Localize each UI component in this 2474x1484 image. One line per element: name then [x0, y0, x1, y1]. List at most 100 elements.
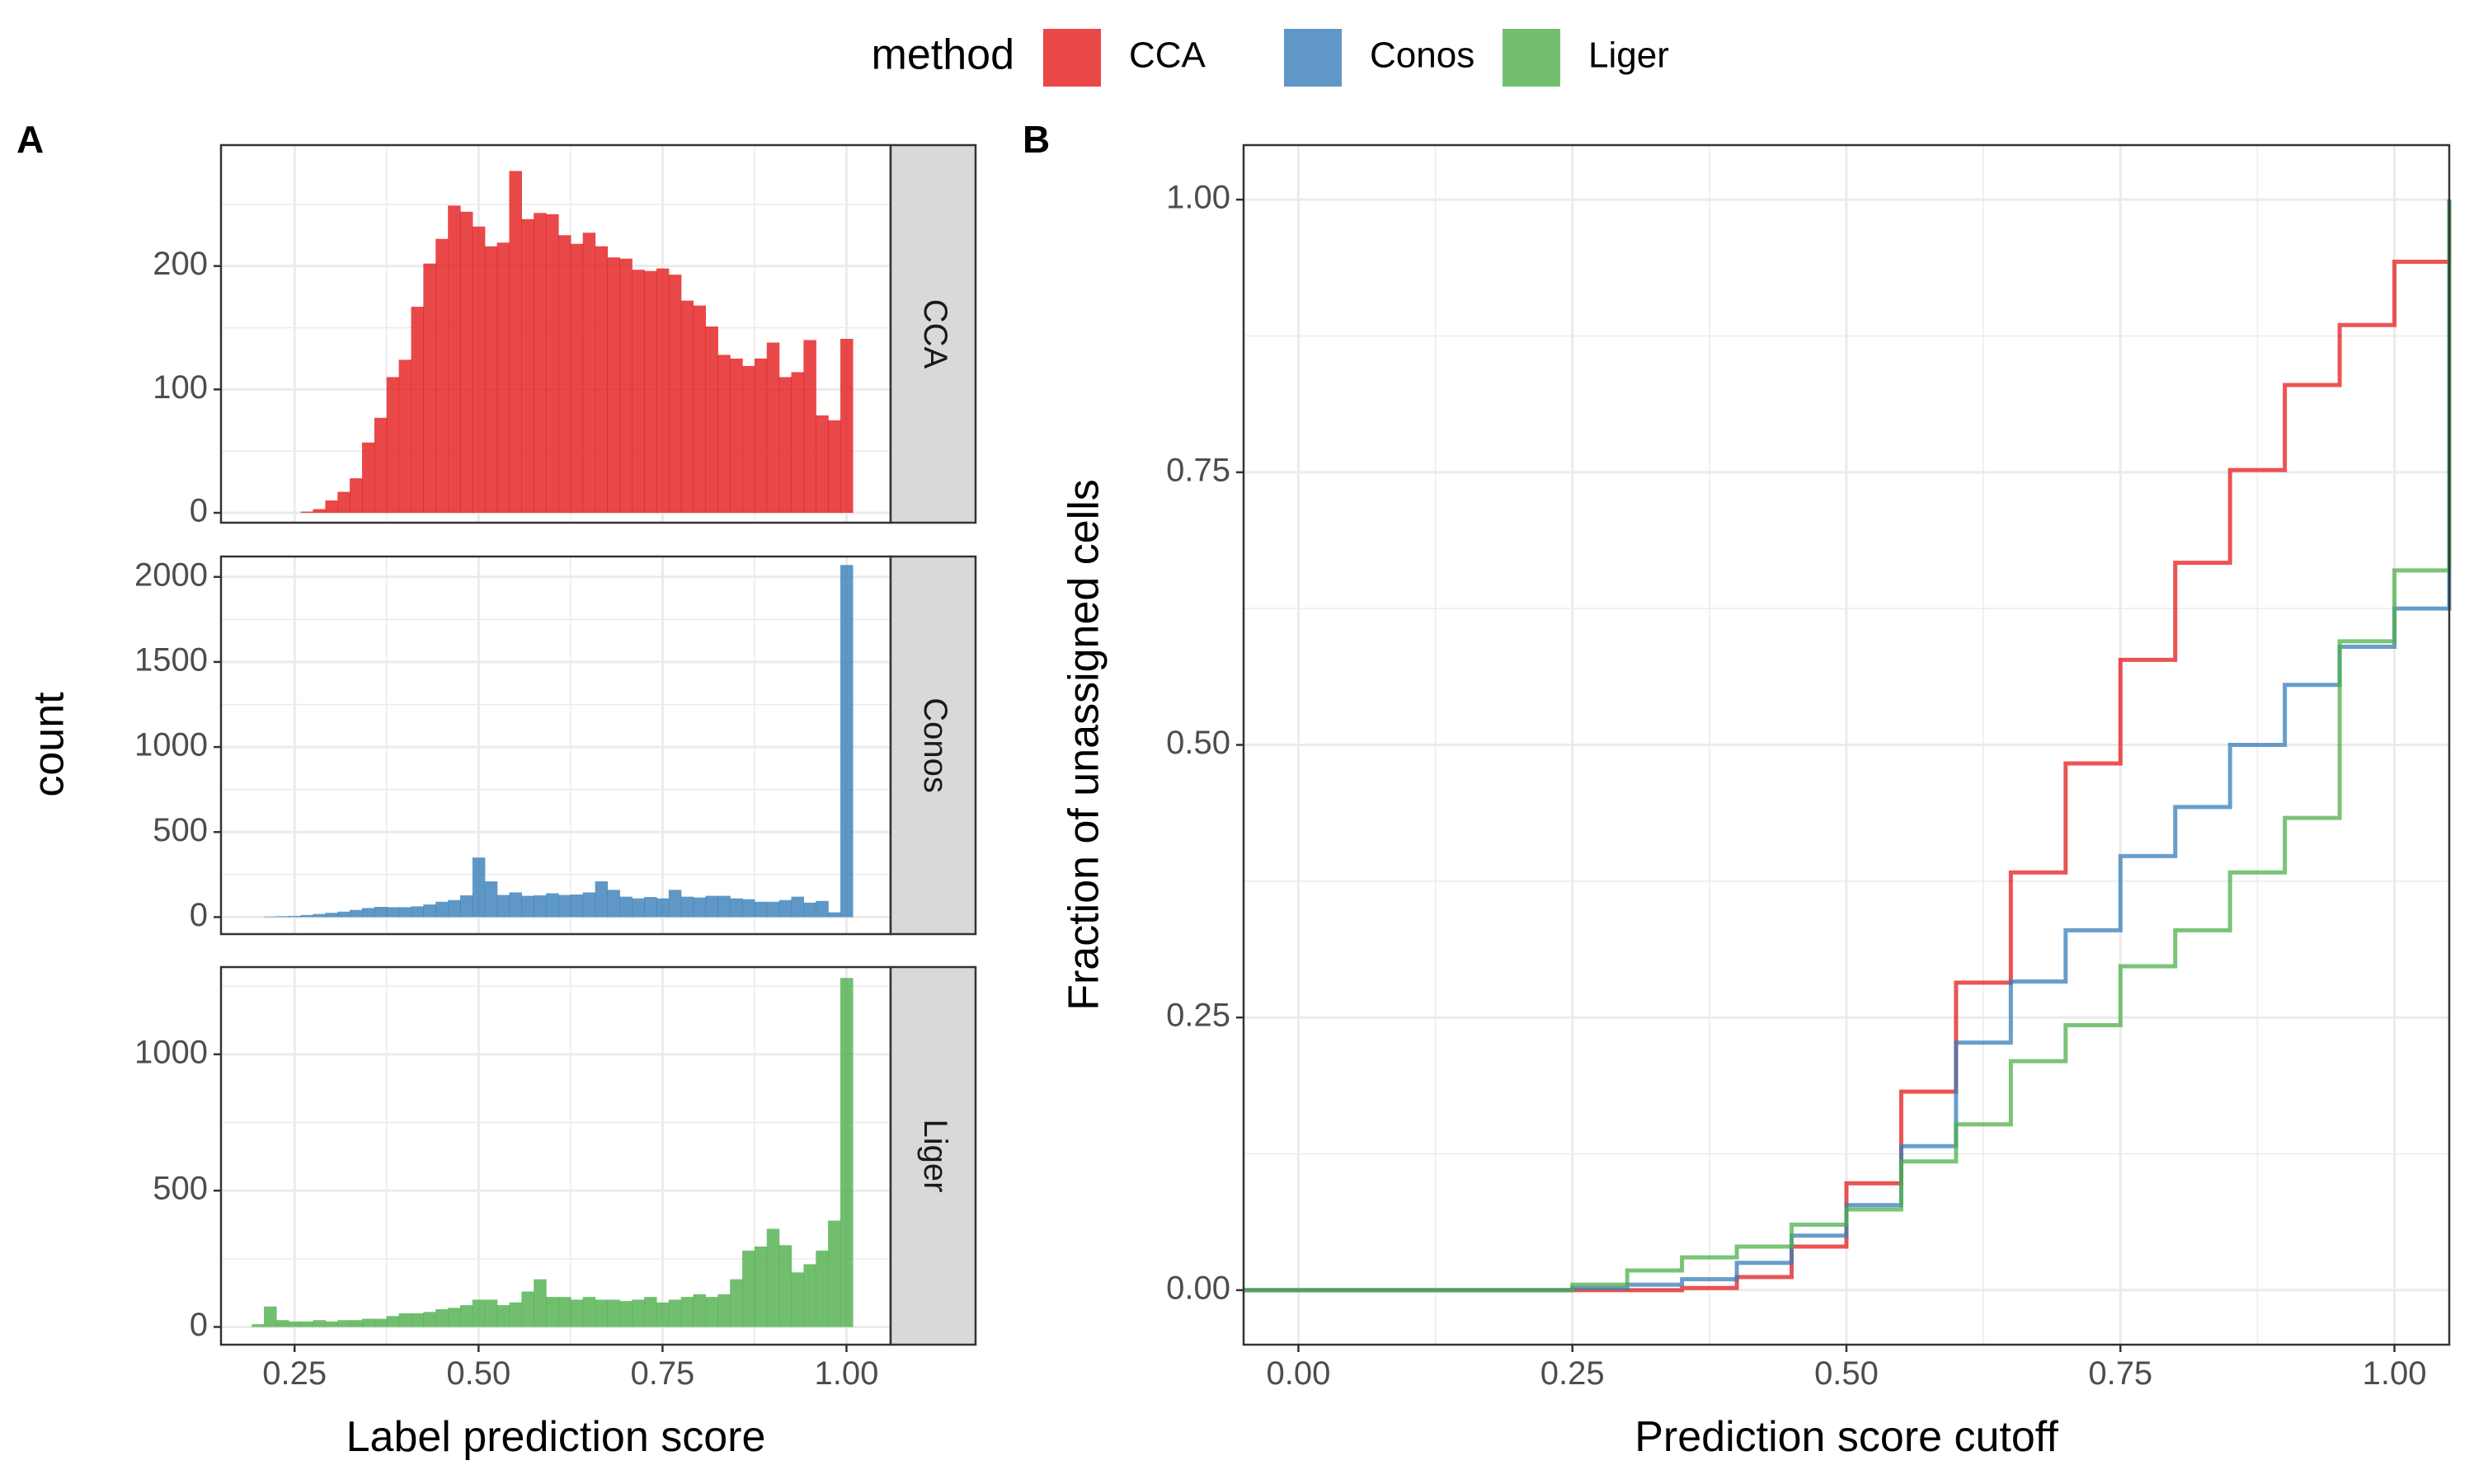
facet-strip: [889, 555, 977, 936]
histogram-bar: [472, 857, 486, 918]
histogram-bar: [557, 1297, 571, 1327]
legend: method CCA Conos Liger: [872, 29, 1669, 87]
legend-label-cca: CCA: [1129, 35, 1206, 76]
histogram-bar: [484, 881, 498, 918]
histogram-bar: [398, 907, 412, 918]
histogram-bar: [288, 1321, 302, 1327]
histogram-bar: [791, 372, 804, 514]
histogram-bar: [840, 978, 854, 1327]
histogram-bar: [337, 491, 350, 514]
histogram-bar: [816, 415, 829, 514]
facet-border: [219, 555, 892, 936]
histogram-bar: [656, 898, 670, 918]
histogram-bar: [632, 270, 645, 514]
histogram-bar: [337, 911, 350, 918]
histogram-bar: [803, 902, 816, 918]
histogram-bar: [448, 899, 461, 918]
x-tick-label: 0.75: [630, 1355, 694, 1392]
y-tick-label: 0.00: [1166, 1270, 1230, 1306]
histogram-bar: [546, 893, 559, 918]
histogram-bar: [582, 892, 596, 918]
y-axis-title: count: [26, 692, 73, 797]
histogram-bar: [656, 1302, 670, 1327]
histogram-bar: [730, 898, 743, 918]
x-axis-title: Prediction score cutoff: [1634, 1413, 2058, 1461]
y-tick-label: 2000: [134, 556, 208, 593]
legend-title: method: [872, 31, 1014, 79]
panel-b-label: B: [1023, 118, 1050, 161]
legend-key-cca: [1043, 29, 1101, 87]
x-axis-title: Label prediction score: [346, 1413, 766, 1461]
y-tick-label: 500: [153, 1171, 208, 1207]
series-line-cca: [1244, 200, 2452, 1293]
histogram-bar: [484, 1299, 498, 1327]
histogram-bar: [496, 1305, 510, 1327]
histogram-bar: [754, 901, 768, 918]
facet-strip-label: Liger: [917, 1120, 953, 1193]
histogram-bar: [423, 263, 436, 514]
y-tick-label: 1500: [134, 641, 208, 678]
facet-strip: [889, 143, 977, 524]
x-tick-label: 1.00: [2363, 1355, 2427, 1392]
histogram-bar: [668, 1299, 682, 1327]
histogram-bar: [619, 258, 633, 514]
histogram-bar: [386, 1316, 400, 1327]
histogram-bar: [680, 896, 694, 918]
histogram-bar: [509, 892, 522, 918]
histogram-bar: [803, 340, 816, 514]
histogram-bar: [791, 1272, 804, 1327]
histogram-bar: [398, 1313, 412, 1327]
histogram-bar: [325, 913, 338, 918]
x-tick-label: 0.25: [1540, 1355, 1605, 1392]
y-tick-label: 1000: [134, 1034, 208, 1070]
histogram-bar: [730, 358, 743, 514]
histogram-bar: [325, 1321, 338, 1327]
histogram-bar: [693, 897, 707, 918]
histogram-bar: [313, 913, 326, 918]
histogram-bar: [374, 417, 388, 514]
histogram-bar: [325, 500, 338, 514]
x-tick-label: 0.00: [1267, 1355, 1331, 1392]
histogram-bar: [717, 1294, 731, 1327]
y-tick-label: 200: [153, 246, 208, 282]
histogram-bar: [275, 1320, 289, 1327]
histogram-bar: [423, 904, 436, 918]
histogram-bar: [435, 1309, 449, 1327]
histogram-bar: [534, 213, 547, 514]
panel-b-step-curves: 0.00 0.25 0.50 0.75 1.00 0.00 0.25 0.50 0.75 1.00…: [1061, 143, 2452, 1461]
x-tick-label: 1.00: [815, 1355, 879, 1392]
histogram-bar: [288, 915, 302, 918]
histogram-bar: [632, 1299, 645, 1327]
histogram-bar: [766, 1228, 780, 1327]
histogram-bar: [607, 890, 620, 918]
y-tick-label: 100: [153, 369, 208, 406]
histogram-bar: [705, 326, 718, 514]
panel-a-histograms: CCA 0 100 200 Conos 0 500 1000 1500 2000 Liger 0 500…: [26, 143, 977, 1461]
y-tick-label: 500: [153, 812, 208, 848]
histogram-bar: [778, 899, 793, 918]
histogram-bar: [730, 1279, 743, 1327]
x-tick-label: 0.75: [2088, 1355, 2152, 1392]
histogram-bar: [350, 478, 363, 514]
histogram-bar: [472, 1299, 486, 1327]
histogram-bar: [717, 355, 731, 514]
histogram-bar: [840, 565, 854, 918]
histogram-bar: [742, 1250, 755, 1327]
histogram-bar: [791, 896, 804, 918]
histogram-bar: [619, 1301, 633, 1327]
histogram-bar: [766, 901, 780, 918]
histogram-bar: [582, 1297, 596, 1327]
facet-liger: Liger 0 500 1000: [134, 965, 977, 1346]
histogram-bar: [632, 898, 645, 918]
histogram-bar: [337, 1320, 350, 1327]
histogram-bar: [595, 881, 609, 918]
histogram-bar: [496, 242, 510, 514]
histogram-bar: [778, 377, 793, 514]
histogram-bar: [362, 442, 375, 514]
histogram-bar: [459, 895, 473, 918]
histogram-bar: [570, 1299, 584, 1327]
histogram-bar: [448, 1308, 461, 1327]
histogram-bar: [570, 243, 584, 514]
histogram-bar: [362, 1318, 375, 1327]
